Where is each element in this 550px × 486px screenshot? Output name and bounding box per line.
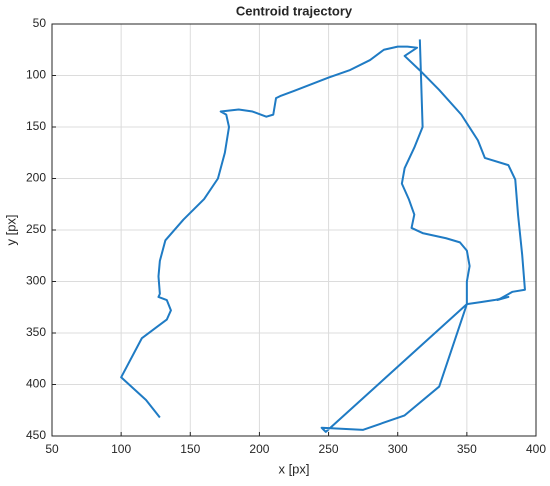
chart-title: Centroid trajectory xyxy=(236,3,353,18)
y-tick-label: 50 xyxy=(33,16,47,30)
x-tick-label: 200 xyxy=(249,442,269,456)
x-tick-label: 350 xyxy=(457,442,477,456)
x-tick-label: 400 xyxy=(526,442,546,456)
y-tick-label: 350 xyxy=(26,325,46,339)
x-tick-label: 250 xyxy=(319,442,339,456)
y-tick-label: 100 xyxy=(26,68,46,82)
x-axis-label: x [px] xyxy=(278,461,309,476)
y-tick-label: 300 xyxy=(26,274,46,288)
y-axis-label: y [px] xyxy=(3,214,18,245)
y-tick-label: 200 xyxy=(26,171,46,185)
y-tick-label: 150 xyxy=(26,119,46,133)
x-tick-label: 150 xyxy=(180,442,200,456)
trajectory-line xyxy=(120,39,526,433)
x-tick-label: 50 xyxy=(45,442,59,456)
y-tick-label: 450 xyxy=(26,428,46,442)
x-tick-label: 100 xyxy=(111,442,131,456)
x-tick-label: 300 xyxy=(388,442,408,456)
y-tick-label: 400 xyxy=(26,377,46,391)
y-tick-label: 250 xyxy=(26,222,46,236)
